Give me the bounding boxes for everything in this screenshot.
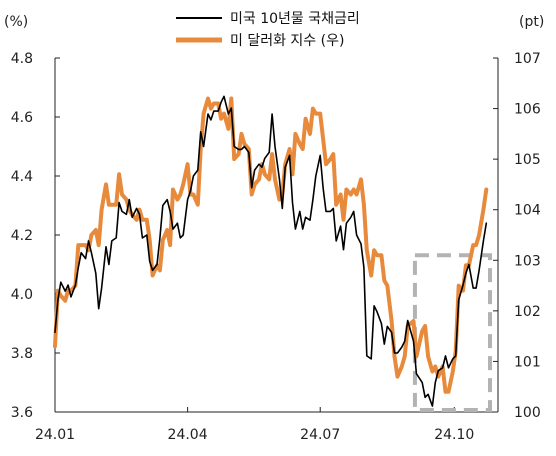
right-tick-label: 100 [514, 405, 541, 421]
series-line-dxy [53, 96, 489, 394]
x-tick-label: 24.01 [35, 427, 75, 443]
legend-label-us10y: 미국 10년물 국채금리 [230, 11, 360, 27]
left-tick-label: 4.0 [11, 287, 33, 303]
left-tick-label: 4.4 [11, 169, 33, 185]
left-tick-label: 4.6 [11, 110, 33, 126]
x-tick-label: 24.10 [434, 427, 474, 443]
right-tick-label: 105 [514, 152, 541, 168]
right-tick-label: 104 [514, 203, 541, 219]
tick-labels: 3.6 3.8 4.0 4.2 4.4 4.6 4.8 100 101 102 103 104 105 1… [11, 51, 541, 443]
right-tick-label: 102 [514, 304, 541, 320]
left-tick-label: 4.2 [11, 228, 33, 244]
right-tick-label: 106 [514, 102, 541, 118]
right-tick-label: 107 [514, 51, 541, 67]
series-line-us10y [54, 95, 488, 407]
legend: 미국 10년물 국채금리 미 달러화 지수 (우) [176, 11, 360, 49]
legend-label-dxy: 미 달러화 지수 (우) [230, 33, 344, 49]
series-lines [53, 95, 489, 407]
x-tick-label: 24.07 [300, 427, 340, 443]
left-tick-label: 3.6 [11, 405, 33, 421]
right-tick-label: 101 [514, 354, 541, 370]
right-axis-unit: (pt) [519, 14, 544, 30]
left-tick-label: 3.8 [11, 346, 33, 362]
x-tick-label: 24.04 [168, 427, 208, 443]
axes [54, 57, 499, 413]
right-tick-label: 103 [514, 253, 541, 269]
left-axis-unit: (%) [4, 14, 28, 30]
left-tick-label: 4.8 [11, 51, 33, 67]
